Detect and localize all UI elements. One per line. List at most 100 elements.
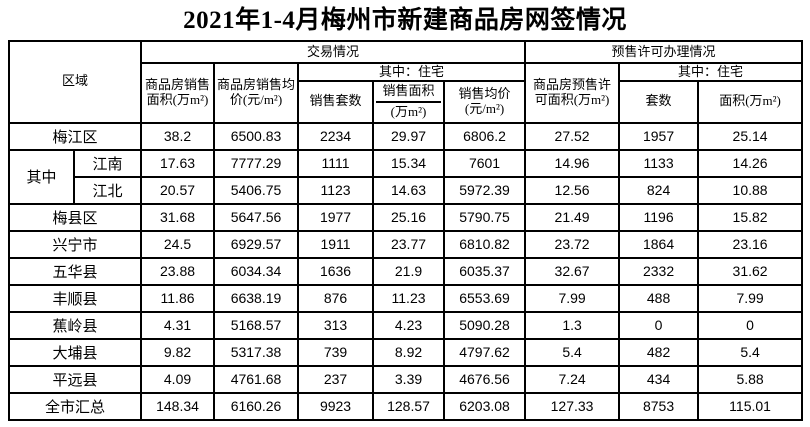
data-cell: 15.82 bbox=[697, 202, 804, 232]
data-cell: 1133 bbox=[618, 148, 700, 178]
data-cell: 6929.57 bbox=[213, 229, 300, 259]
data-cell: 23.77 bbox=[372, 229, 446, 259]
data-cell: 5647.56 bbox=[213, 202, 300, 232]
data-cell: 11.86 bbox=[140, 283, 216, 313]
data-cell: 4.31 bbox=[140, 310, 216, 340]
region-cell: 蕉岭县 bbox=[7, 310, 143, 340]
table-row-fengshun: 丰顺县 11.86 6638.19 876 11.23 6553.69 7.99… bbox=[7, 283, 804, 313]
data-cell: 127.33 bbox=[524, 391, 621, 421]
data-cell: 4.09 bbox=[140, 364, 216, 394]
col-header-units-sold: 销售套数 bbox=[297, 80, 375, 124]
data-cell: 5090.28 bbox=[443, 310, 527, 340]
data-cell: 20.57 bbox=[140, 175, 216, 205]
data-cell: 14.96 bbox=[524, 148, 621, 178]
data-cell: 128.57 bbox=[372, 391, 446, 421]
data-cell: 5168.57 bbox=[213, 310, 300, 340]
data-cell: 488 bbox=[618, 283, 700, 313]
data-cell: 5790.75 bbox=[443, 202, 527, 232]
data-cell: 14.63 bbox=[372, 175, 446, 205]
data-cell: 2332 bbox=[618, 256, 700, 286]
data-cell: 237 bbox=[297, 364, 375, 394]
data-cell: 7.24 bbox=[524, 364, 621, 394]
group-header-transaction: 交易情况 bbox=[140, 40, 527, 64]
data-cell: 2234 bbox=[297, 121, 375, 151]
data-cell: 5.88 bbox=[697, 364, 804, 394]
data-cell: 5.4 bbox=[697, 337, 804, 367]
data-cell: 739 bbox=[297, 337, 375, 367]
table-row-jiangnan: 其中 江南 17.63 7777.29 1111 15.34 7601 14.9… bbox=[8, 148, 804, 205]
sub-header-residential-presale: 其中：住宅 bbox=[618, 62, 804, 82]
data-cell: 23.16 bbox=[697, 229, 804, 259]
data-cell: 482 bbox=[618, 337, 700, 367]
data-cell: 1977 bbox=[297, 202, 375, 232]
col-header-presale-res-area: 面积(万m²) bbox=[697, 80, 804, 124]
data-cell: 6035.37 bbox=[443, 256, 527, 286]
col-header-presale-units: 套数 bbox=[618, 80, 700, 124]
region-cell: 梅县区 bbox=[7, 202, 143, 232]
data-cell: 21.9 bbox=[372, 256, 446, 286]
data-cell: 31.68 bbox=[140, 202, 216, 232]
data-cell: 1123 bbox=[297, 175, 375, 205]
data-cell: 824 bbox=[618, 175, 700, 205]
data-cell: 434 bbox=[618, 364, 700, 394]
region-cell: 平远县 bbox=[7, 364, 143, 394]
data-cell: 6806.2 bbox=[443, 121, 527, 151]
data-cell: 1.3 bbox=[524, 310, 621, 340]
data-cell: 8.92 bbox=[372, 337, 446, 367]
col-header-presale-area: 商品房预售许可面积(万m²) bbox=[524, 62, 621, 124]
data-cell: 1111 bbox=[297, 148, 375, 178]
data-cell: 9.82 bbox=[140, 337, 216, 367]
table-row-jiaoling: 蕉岭县 4.31 5168.57 313 4.23 5090.28 1.3 0 … bbox=[7, 310, 804, 340]
data-cell: 21.49 bbox=[524, 202, 621, 232]
group-header-presale: 预售许可办理情况 bbox=[524, 40, 804, 64]
data-cell: 5317.38 bbox=[213, 337, 300, 367]
table-row-dabu: 大埔县 9.82 5317.38 739 8.92 4797.62 5.4 48… bbox=[7, 337, 804, 367]
data-cell: 148.34 bbox=[140, 391, 216, 421]
data-cell: 1196 bbox=[618, 202, 700, 232]
table-row-xingning: 兴宁市 24.5 6929.57 1911 23.77 6810.82 23.7… bbox=[7, 229, 804, 259]
data-cell: 0 bbox=[697, 310, 804, 340]
data-cell: 17.63 bbox=[140, 148, 216, 178]
subregion-cell: 江南 bbox=[72, 148, 143, 178]
data-cell: 1957 bbox=[618, 121, 700, 151]
region-cell: 兴宁市 bbox=[7, 229, 143, 259]
data-cell: 5.4 bbox=[524, 337, 621, 367]
data-cell: 25.16 bbox=[372, 202, 446, 232]
col-header-avg-price: 商品房销售均价(元/m²) bbox=[213, 62, 300, 124]
data-cell: 876 bbox=[297, 283, 375, 313]
data-cell: 6500.83 bbox=[213, 121, 300, 151]
col-header-region: 区域 bbox=[7, 40, 143, 124]
data-cell: 27.52 bbox=[524, 121, 621, 151]
data-cell: 4676.56 bbox=[443, 364, 527, 394]
data-cell: 15.34 bbox=[372, 148, 446, 178]
data-cell: 23.72 bbox=[524, 229, 621, 259]
data-cell: 1911 bbox=[297, 229, 375, 259]
data-cell: 24.5 bbox=[140, 229, 216, 259]
col-header-res-sales-area: 销售面积 (万m²) bbox=[372, 80, 446, 124]
table-row-meijiang: 梅江区 38.2 6500.83 2234 29.97 6806.2 27.52… bbox=[7, 121, 804, 151]
table-row-citywide-total: 全市汇总 148.34 6160.26 9923 128.57 6203.08 … bbox=[7, 391, 804, 421]
region-cell: 丰顺县 bbox=[7, 283, 143, 313]
data-cell: 4797.62 bbox=[443, 337, 527, 367]
col-header-res-sales-area-line1: 销售面积 bbox=[376, 83, 442, 103]
data-cell: 7601 bbox=[443, 148, 527, 178]
data-cell: 1636 bbox=[297, 256, 375, 286]
data-cell: 0 bbox=[618, 310, 700, 340]
table-row-meixian: 梅县区 31.68 5647.56 1977 25.16 5790.75 21.… bbox=[7, 202, 804, 232]
region-cell: 五华县 bbox=[7, 256, 143, 286]
table-row-wuhua: 五华县 23.88 6034.34 1636 21.9 6035.37 32.6… bbox=[7, 256, 804, 286]
data-cell: 10.88 bbox=[697, 175, 804, 205]
col-header-res-avg-price-line2: (元/m²) bbox=[464, 100, 505, 116]
table-row-pingyuan: 平远县 4.09 4761.68 237 3.39 4676.56 7.24 4… bbox=[7, 364, 804, 394]
data-cell: 313 bbox=[297, 310, 375, 340]
data-cell: 6160.26 bbox=[213, 391, 300, 421]
col-header-res-avg-price-line1: 销售均价 bbox=[458, 86, 511, 101]
data-cell: 6203.08 bbox=[443, 391, 527, 421]
data-cell: 7.99 bbox=[697, 283, 804, 313]
region-cell: 全市汇总 bbox=[7, 391, 143, 421]
data-cell: 5406.75 bbox=[213, 175, 300, 205]
data-cell: 7777.29 bbox=[213, 148, 300, 178]
data-cell: 6553.69 bbox=[443, 283, 527, 313]
data-cell: 31.62 bbox=[697, 256, 804, 286]
sub-header-residential-transaction: 其中：住宅 bbox=[297, 62, 527, 82]
